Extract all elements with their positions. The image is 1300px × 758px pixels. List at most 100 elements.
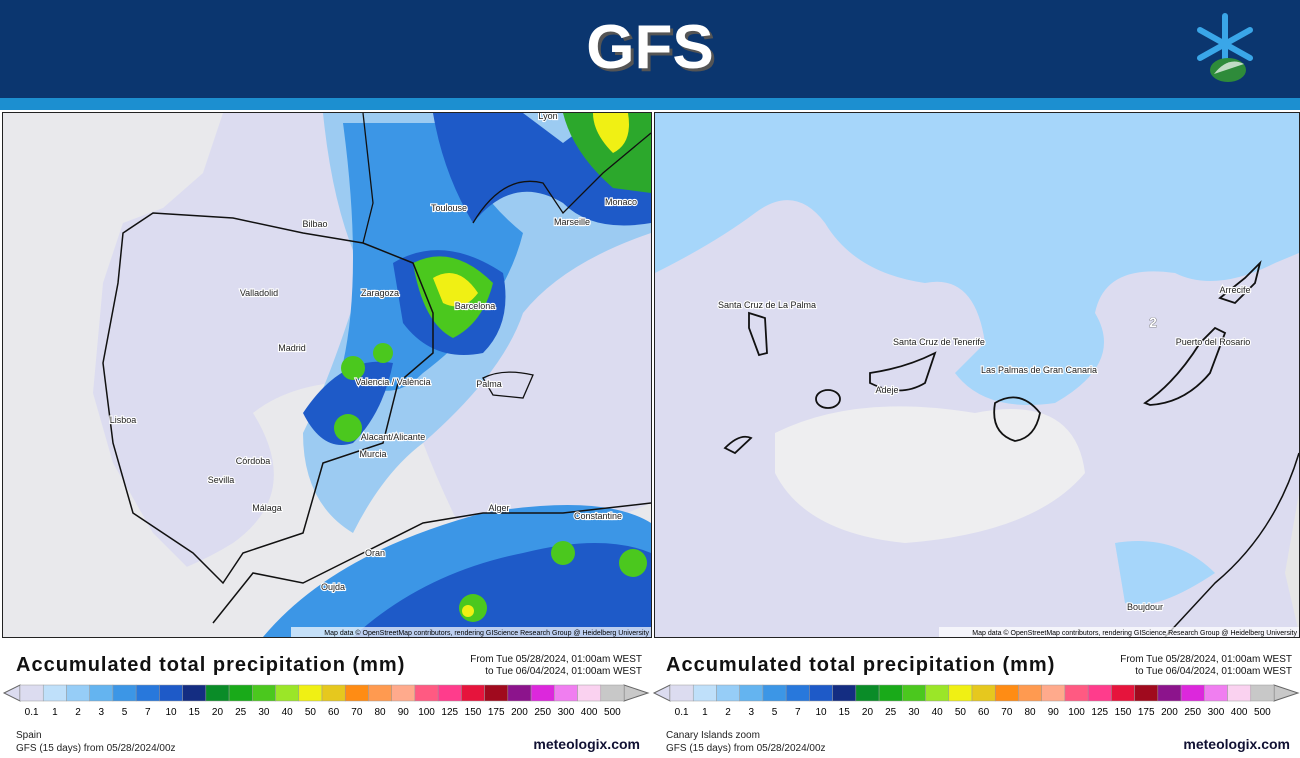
city-label: Boujdour: [1127, 602, 1163, 612]
scale-label: 150: [1115, 707, 1132, 718]
scale-label: 80: [1025, 707, 1037, 718]
city-label: Alacant/Alicante: [361, 432, 426, 442]
city-label: Adeje: [875, 385, 898, 395]
city-label: Santa Cruz de Tenerife: [893, 337, 985, 347]
scale-label: 70: [351, 707, 363, 718]
scale-label: 60: [978, 707, 990, 718]
scale-swatch: [739, 684, 764, 702]
city-label: Málaga: [252, 503, 282, 513]
scale-label: 90: [1048, 707, 1060, 718]
city-label: Sevilla: [208, 475, 235, 485]
scale-swatch: [484, 684, 509, 702]
scale-label: 150: [465, 707, 482, 718]
period-to: to Tue 06/04/2024, 01:00am WEST: [1135, 666, 1292, 677]
scale-label: 70: [1001, 707, 1013, 718]
scale-label: 15: [839, 707, 851, 718]
city-label: Puerto del Rosario: [1176, 337, 1251, 347]
map-canary: Santa Cruz de La Palma Santa Cruz de Tene…: [654, 112, 1300, 638]
city-label: Madrid: [278, 343, 306, 353]
scale-label: 175: [488, 707, 505, 718]
scale-swatch: [785, 684, 810, 702]
scale-swatch: [1018, 684, 1042, 702]
scale-label: 1: [702, 707, 708, 718]
scale-swatch: [530, 684, 555, 702]
scale-label: 175: [1138, 707, 1155, 718]
scale-label: 10: [815, 707, 827, 718]
scale-swatch: [275, 684, 300, 702]
scale-swatch: [762, 684, 787, 702]
scale-label: 7: [145, 707, 151, 718]
scale-swatch: [135, 684, 160, 702]
scale-label: 100: [1068, 707, 1085, 718]
scale-swatch: [716, 684, 740, 702]
city-label: Valladolid: [240, 288, 278, 298]
scale-swatch: [414, 684, 439, 702]
scale-label: 50: [305, 707, 317, 718]
scale-label: 2: [725, 707, 731, 718]
scale-swatch: [994, 684, 1019, 702]
scale-swatch: [1180, 684, 1205, 702]
period-from: From Tue 05/28/2024, 01:00am WEST: [1120, 654, 1292, 665]
region: Spain: [16, 730, 42, 741]
scale-swatch: [809, 684, 833, 702]
header: GFS: [0, 0, 1300, 98]
city-label: Oran: [365, 548, 385, 558]
attribution: Map data © OpenStreetMap contributors, r…: [972, 629, 1297, 637]
scale-swatch: [1087, 684, 1112, 702]
period-from: From Tue 05/28/2024, 01:00am WEST: [470, 654, 642, 665]
brand: meteologix.com: [533, 736, 640, 752]
scale-swatch: [368, 684, 392, 702]
scale-label: 5: [772, 707, 778, 718]
scale-swatch: [298, 684, 323, 702]
scale-label: 125: [441, 707, 458, 718]
scale-swatch: [1157, 684, 1182, 702]
city-label: Arrecife: [1219, 285, 1250, 295]
scale-swatch: [205, 684, 230, 702]
scale-swatch: [89, 684, 114, 702]
city-label: Murcia: [359, 449, 386, 459]
scale-label: 250: [1184, 707, 1201, 718]
scale-label: 100: [418, 707, 435, 718]
scale-label: 15: [189, 707, 201, 718]
model-run: GFS (15 days) from 05/28/2024/00z: [16, 743, 176, 754]
city-label: Oujda: [321, 582, 345, 592]
scale-arrow: [1273, 684, 1300, 702]
scale-label: 5: [122, 707, 128, 718]
legend-title: Accumulated total precipitation (mm): [16, 654, 406, 676]
scale-label: 25: [235, 707, 247, 718]
scale-swatch: [855, 684, 880, 702]
scale-swatch: [252, 684, 276, 702]
logo: [1197, 13, 1253, 82]
city-label: Las Palmas de Gran Canaria: [981, 365, 1097, 375]
city-label: Valencia / València: [355, 377, 430, 387]
scale-swatch: [391, 684, 416, 702]
scale-label: 7: [795, 707, 801, 718]
city-label: Monaco: [605, 197, 637, 207]
scale-label: 20: [862, 707, 874, 718]
scale-swatch: [1204, 684, 1228, 702]
legend: Accumulated total precipitation (mm) From…: [652, 640, 1300, 758]
scale-label: 125: [1091, 707, 1108, 718]
scale-swatch: [321, 684, 346, 702]
scale-label: 500: [1254, 707, 1271, 718]
scale-swatch: [554, 684, 578, 702]
scale-arrow: [623, 684, 650, 702]
color-scale: 0.1 1 2 3 5 7 10 15 20 25 30 40 50 60 70 80 90 100 125 150 1…: [652, 684, 1300, 718]
scale-swatch: [1134, 684, 1159, 702]
scale-label: 500: [604, 707, 621, 718]
scale-swatch: [925, 684, 950, 702]
legend: Accumulated total precipitation (mm) From…: [2, 640, 650, 758]
scale-label: 0.1: [675, 707, 689, 718]
scale-label: 40: [932, 707, 944, 718]
scale-swatch: [19, 684, 44, 702]
scale-label: 90: [398, 707, 410, 718]
scale-label: 200: [1161, 707, 1178, 718]
scale-swatch: [182, 684, 207, 702]
city-label: Córdoba: [236, 456, 271, 466]
scale-label: 50: [955, 707, 967, 718]
scale-swatch: [461, 684, 485, 702]
title: GFS: [586, 13, 714, 82]
scale-swatch: [1250, 684, 1275, 702]
scale-swatch: [507, 684, 532, 702]
